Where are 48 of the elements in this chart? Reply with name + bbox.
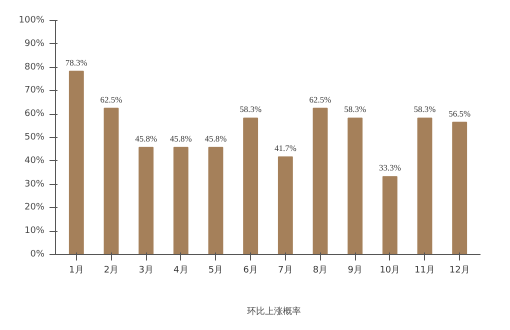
x-tick-label: 5月	[208, 266, 224, 276]
y-tick-label: 0%	[30, 250, 45, 260]
data-label: 45.8%	[135, 133, 158, 144]
x-tick-label: 7月	[278, 266, 293, 276]
bar	[278, 156, 293, 254]
y-tick-label: 100%	[18, 16, 45, 26]
x-tick-label: 8月	[312, 266, 328, 276]
bar	[173, 146, 188, 254]
y-tick-label: 70%	[24, 86, 45, 96]
y-tick-label: 30%	[24, 179, 45, 190]
data-label: 58.3%	[240, 104, 262, 114]
y-tick-label: 60%	[24, 109, 45, 120]
y-tick-label: 20%	[24, 202, 45, 213]
data-label: 41.7%	[274, 142, 296, 153]
x-tick-label: 2月	[104, 266, 119, 276]
data-label: 58.3%	[344, 104, 366, 114]
bar	[68, 70, 84, 254]
x-tick-label: 10月	[380, 266, 400, 276]
x-tick-label: 11月	[414, 266, 435, 276]
y-tick-label: 10%	[24, 226, 45, 236]
y-tick-label: 40%	[24, 156, 45, 166]
data-label: 78.3%	[65, 57, 88, 68]
bar	[312, 108, 328, 254]
x-tick-label: 12月	[449, 266, 470, 276]
data-label: 45.8%	[204, 133, 227, 144]
data-label: 62.5%	[309, 94, 332, 104]
bar	[452, 122, 468, 254]
bar	[348, 118, 363, 254]
bar	[138, 146, 154, 254]
data-label: 58.3%	[414, 104, 436, 114]
data-label: 45.8%	[170, 133, 192, 144]
x-tick-label: 4月	[174, 266, 188, 276]
data-label: 56.5%	[448, 108, 471, 118]
y-tick-label: 80%	[24, 62, 45, 72]
y-tick-label: 90%	[24, 38, 45, 49]
y-tick-label: 50%	[24, 132, 45, 142]
x-tick-label: 9月	[348, 266, 362, 276]
text: 环比上涨概率	[247, 306, 301, 318]
x-tick-label: 1月	[69, 266, 84, 276]
data-label: 33.3%	[378, 162, 401, 173]
bar	[104, 108, 119, 254]
bar	[208, 146, 224, 254]
bar	[243, 118, 258, 254]
data-label: 62.5%	[100, 94, 122, 104]
x-tick-label: 3月	[138, 266, 154, 276]
bar	[417, 118, 432, 254]
bar	[382, 176, 398, 254]
x-tick-label: 6月	[243, 266, 258, 276]
